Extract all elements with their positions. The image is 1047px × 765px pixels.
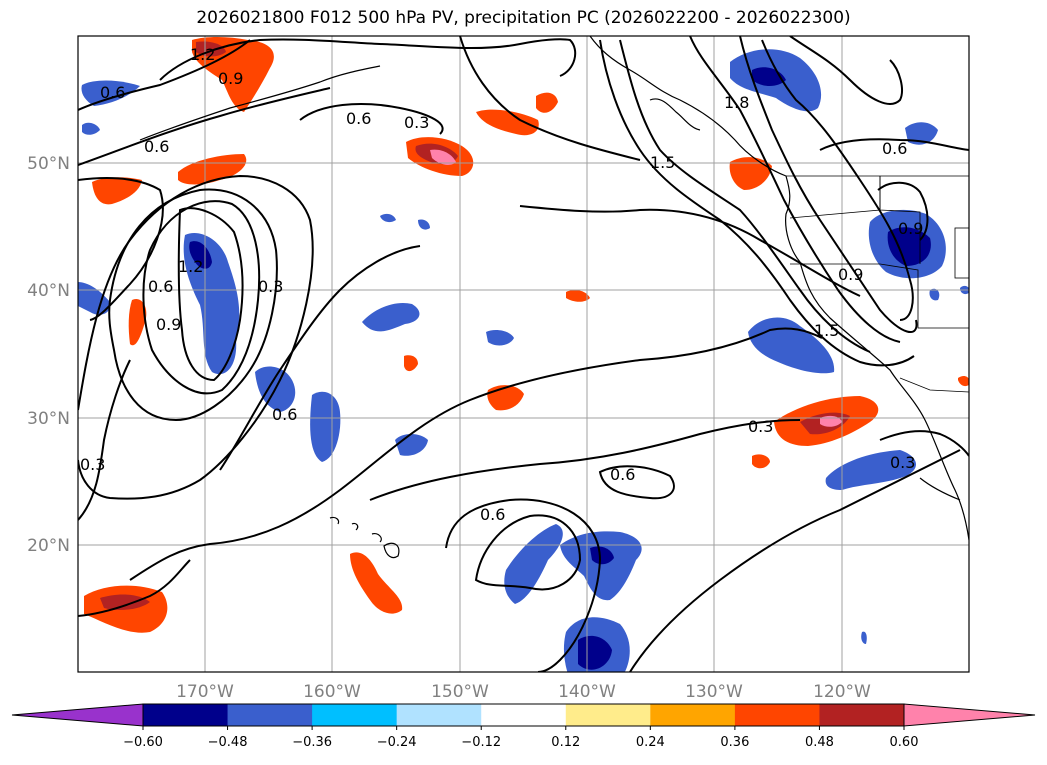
latitude-labels: 50°N 40°N 30°N 20°N [27, 154, 70, 556]
contour-label: 0.6 [144, 137, 169, 156]
colorbar-bin [819, 704, 905, 726]
lat-label: 20°N [27, 536, 70, 556]
contour-label: 0.3 [404, 113, 429, 132]
contour-label: 0.3 [80, 455, 105, 474]
colorbar-bin [734, 704, 820, 726]
contour-label: 1.2 [178, 257, 203, 276]
contour-label: 1.5 [650, 153, 675, 172]
contour-label: 0.9 [156, 315, 181, 334]
colorbar-frame [142, 703, 905, 727]
colorbar-bin [396, 704, 482, 726]
contour-label: 1.8 [724, 93, 749, 112]
colorbar-tick-label: 0.24 [636, 735, 665, 750]
colorbar-bin [650, 704, 736, 726]
contour-label: 0.6 [100, 83, 125, 102]
colorbar-extend-low [11, 703, 144, 727]
lon-label: 140°W [558, 682, 616, 702]
contour-label: 0.3 [890, 453, 915, 472]
plot-frame [77, 35, 970, 673]
contour-label: 0.9 [898, 219, 923, 238]
colorbar-bin [227, 704, 313, 726]
lat-label: 50°N [27, 154, 70, 174]
contour-label: 1.5 [814, 321, 839, 340]
lat-label: 40°N [27, 281, 70, 301]
lon-label: 170°W [176, 682, 234, 702]
lon-label: 160°W [303, 682, 361, 702]
contour-label: 0.6 [148, 277, 173, 296]
contour-labels: 1.2 0.9 0.6 0.6 0.3 0.6 1.5 0.6 1.2 0.6 … [80, 45, 923, 524]
colorbar: −0.60 −0.48 −0.36 −0.24 −0.12 0.12 0.24 0.36 0.4… [11, 703, 1036, 750]
pv-contours [78, 36, 969, 672]
colorbar-bin [565, 704, 651, 726]
contour-label: 0.6 [882, 139, 907, 158]
contour-label: 0.6 [346, 109, 371, 128]
lat-label: 30°N [27, 409, 70, 429]
colorbar-tick-label: 0.48 [805, 735, 834, 750]
contour-label: 0.9 [218, 69, 243, 88]
colorbar-tick-label: −0.24 [377, 735, 417, 750]
colorbar-tick-label: −0.36 [292, 735, 332, 750]
colorbar-extend-high [903, 703, 1036, 727]
longitude-labels: 170°W 160°W 150°W 140°W 130°W 120°W [176, 682, 871, 702]
colorbar-tick-label: 0.36 [720, 735, 749, 750]
colorbar-bin [143, 704, 229, 726]
colorbar-tick-label: 0.60 [890, 735, 919, 750]
contour-label: 0.6 [480, 505, 505, 524]
contour-label: 0.3 [258, 277, 283, 296]
lon-label: 150°W [431, 682, 489, 702]
coastlines [139, 36, 969, 559]
colorbar-tick-label: 0.12 [551, 735, 580, 750]
map-title: 2026021800 F012 500 hPa PV, precipitatio… [196, 8, 851, 28]
colorbar-tick-label: −0.60 [123, 735, 163, 750]
contour-label: 1.2 [190, 45, 215, 64]
colorbar-bin [312, 704, 398, 726]
colorbar-tick-label: −0.48 [208, 735, 248, 750]
colorbar-tick-label: −0.12 [461, 735, 501, 750]
contour-label: 0.6 [610, 465, 635, 484]
precip-positive-areas [84, 37, 969, 633]
lon-label: 120°W [813, 682, 871, 702]
contour-label: 0.6 [272, 405, 297, 424]
contour-label: 0.3 [748, 417, 773, 436]
colorbar-bin [481, 704, 567, 726]
lon-label: 130°W [685, 682, 743, 702]
contour-label: 0.9 [838, 265, 863, 284]
